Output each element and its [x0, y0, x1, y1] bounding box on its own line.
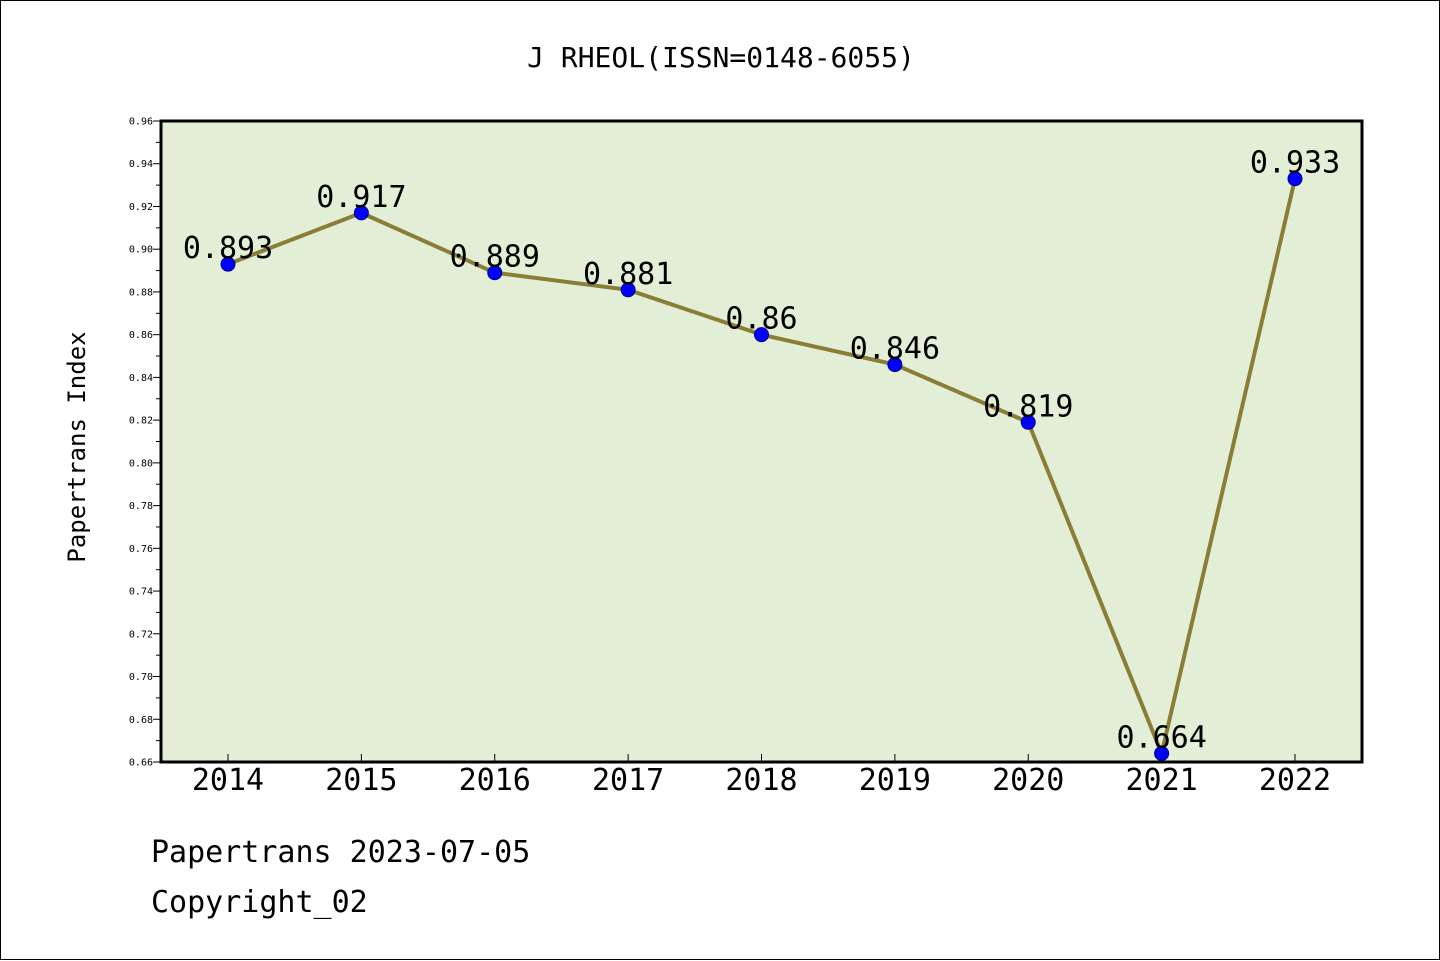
- plot-area: [161, 121, 1362, 762]
- y-tick-label: 0.86: [129, 330, 153, 341]
- y-tick-label: 0.88: [129, 287, 153, 298]
- data-label: 0.881: [583, 257, 673, 292]
- chart-title: J RHEOL(ISSN=0148-6055): [527, 41, 915, 74]
- y-tick-label: 0.70: [129, 672, 153, 683]
- x-tick-label: 2014: [192, 763, 264, 798]
- data-point: [620, 282, 636, 298]
- data-label: 0.664: [1116, 720, 1206, 755]
- x-tick-label: 2016: [459, 763, 531, 798]
- y-tick-label: 0.78: [129, 501, 153, 512]
- y-tick-label: 0.84: [129, 373, 153, 384]
- y-tick-label: 0.68: [129, 715, 153, 726]
- y-tick-label: 0.90: [129, 245, 153, 256]
- data-point: [887, 357, 903, 373]
- data-point: [353, 205, 369, 221]
- x-tick-label: 2020: [992, 763, 1064, 798]
- x-tick-label: 2017: [592, 763, 664, 798]
- plot-border: [159, 119, 1364, 764]
- x-tick-label: 2018: [725, 763, 797, 798]
- y-axis-label: Papertrans Index: [63, 331, 91, 562]
- x-tick-label: 2019: [859, 763, 931, 798]
- y-tick-label: 0.94: [129, 159, 153, 170]
- footer-copyright: Copyright_02: [151, 885, 368, 920]
- series-layer: 0.893 0.917 0.889 0.881 0.86 0.846 0.819 0.664 0…: [183, 146, 1340, 761]
- data-label: 0.819: [983, 389, 1073, 424]
- y-tick-label: 0.72: [129, 629, 153, 640]
- y-axis-ticks: 0.66 0.68 0.70 0.72 0.74 0.76 0.78 0.80 0.82 0.84…: [129, 117, 161, 769]
- x-tick-label: 2022: [1259, 763, 1331, 798]
- y-tick-label: 0.76: [129, 544, 153, 555]
- y-tick-label: 0.92: [129, 202, 153, 213]
- data-point: [1287, 171, 1303, 187]
- data-label: 0.933: [1250, 146, 1340, 181]
- y-tick-label: 0.82: [129, 416, 153, 427]
- data-label: 0.893: [183, 231, 273, 266]
- x-tick-label: 2015: [325, 763, 397, 798]
- y-tick-label: 0.74: [129, 587, 153, 598]
- y-tick-label: 0.80: [129, 458, 153, 469]
- data-point: [754, 327, 769, 343]
- data-point: [1154, 745, 1170, 761]
- data-label: 0.846: [850, 332, 940, 367]
- data-point: [487, 265, 503, 281]
- y-tick-label: 0.96: [129, 117, 153, 128]
- x-tick-label: 2021: [1126, 763, 1198, 798]
- data-point: [1020, 414, 1036, 430]
- y-tick-label: 0.66: [129, 758, 153, 769]
- footer-source-date: Papertrans 2023-07-05: [151, 835, 531, 870]
- data-label: 0.917: [316, 180, 406, 215]
- data-label: 0.86: [725, 302, 797, 337]
- data-label: 0.889: [450, 240, 540, 275]
- x-axis-ticks: 2014 2015 2016 2017 2018 2019 2020 2021 2022: [192, 754, 1331, 798]
- data-point: [220, 256, 236, 272]
